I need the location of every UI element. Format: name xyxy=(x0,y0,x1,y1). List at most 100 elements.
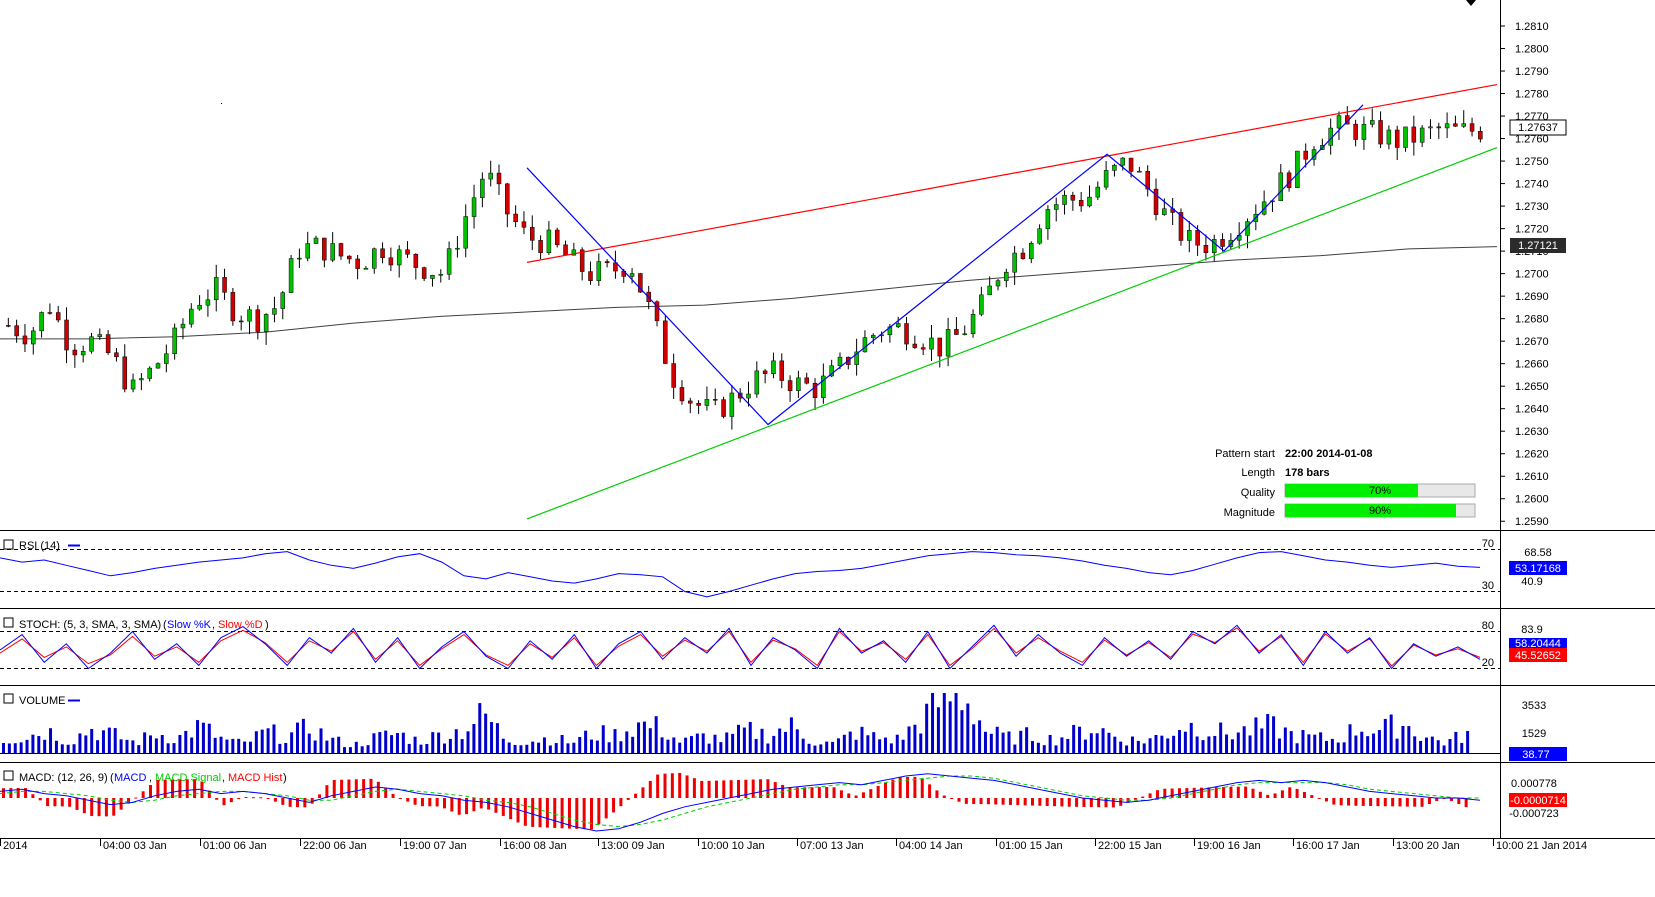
candle-body xyxy=(355,258,360,269)
macd-close-icon[interactable] xyxy=(3,770,14,781)
candle-body xyxy=(1336,115,1342,129)
volume-bar xyxy=(1036,742,1040,753)
candle-body xyxy=(538,240,543,253)
macd-hist-bar xyxy=(604,798,608,819)
volume-bar xyxy=(495,723,499,753)
macd-hist-bar xyxy=(839,790,843,798)
macd-hist-bar xyxy=(68,798,72,807)
volume-bar xyxy=(1407,726,1411,753)
macd-hist-bar xyxy=(707,780,711,798)
pattern-info: Pattern start 22:00 2014-01-08 Length 17… xyxy=(1215,448,1476,519)
macd-hist-bar xyxy=(391,793,395,798)
macd-hist-bar xyxy=(1155,790,1159,798)
volume-bar xyxy=(695,733,699,753)
macd-hist-bar xyxy=(362,779,366,798)
price-tick-label: 1.2610 xyxy=(1515,471,1549,483)
macd-hist-bar xyxy=(1273,793,1277,798)
volume-bar xyxy=(1007,731,1011,753)
candle-body xyxy=(771,360,776,374)
macd-hist-bar xyxy=(487,798,491,810)
price-tick-label: 1.2790 xyxy=(1515,66,1549,78)
macd-hist-bar xyxy=(957,798,961,802)
volume-title: VOLUME xyxy=(19,695,65,707)
price-tick-label: 1.2690 xyxy=(1515,291,1549,303)
rsi-close-icon[interactable] xyxy=(3,539,14,550)
time-tick-label: 01:00 06 Jan xyxy=(203,840,267,852)
candle-body xyxy=(139,378,144,381)
volume-bar xyxy=(713,734,717,753)
candle-body xyxy=(1029,243,1034,259)
macd-hist-bar xyxy=(1141,796,1145,798)
macd-hist-bar xyxy=(9,788,13,798)
candlesticks xyxy=(6,106,1483,430)
volume-bar xyxy=(884,737,887,753)
candle-body xyxy=(1162,208,1167,215)
candle-body xyxy=(1120,157,1125,166)
volume-bar xyxy=(854,739,858,753)
volume-bar xyxy=(1377,730,1381,753)
macd-hist-bar xyxy=(450,798,454,812)
length-label: Length xyxy=(1241,467,1275,479)
candle-body xyxy=(272,308,277,315)
volume-bar xyxy=(425,743,429,753)
macd-hist-bar xyxy=(406,798,410,802)
volume-bar xyxy=(578,736,582,753)
candle-body xyxy=(1403,126,1408,148)
ma-price-tag: 1.27121 xyxy=(1510,238,1566,253)
volume-bar xyxy=(1325,740,1328,753)
candle-body xyxy=(1461,123,1466,127)
candle-body xyxy=(596,261,602,281)
macd-hist-bar xyxy=(332,779,336,798)
macd-hist-bar xyxy=(641,787,645,798)
candle-body xyxy=(80,351,86,356)
macd-hist-bar xyxy=(413,798,417,805)
candle-body xyxy=(546,229,552,253)
stoch-close-icon[interactable] xyxy=(3,617,14,628)
volume-bar xyxy=(1389,714,1393,753)
candle-body xyxy=(438,274,444,276)
volume-bar xyxy=(1119,741,1123,753)
volume-close-icon[interactable] xyxy=(3,693,14,704)
candle-body xyxy=(1037,228,1042,244)
candle-body xyxy=(247,309,252,322)
price-tick-label: 1.2780 xyxy=(1515,89,1549,101)
candle-body xyxy=(6,325,11,327)
macd-hist-bar xyxy=(1435,798,1439,802)
volume-bar xyxy=(1266,714,1270,753)
macd-legend-macd: MACD xyxy=(114,772,146,784)
volume-bar xyxy=(113,728,117,753)
volume-bar xyxy=(960,710,964,753)
candle-body xyxy=(164,353,169,364)
macd-hist-bar xyxy=(744,779,748,798)
candle-body xyxy=(1220,239,1225,247)
volume-bar xyxy=(842,734,846,753)
candle-body xyxy=(796,377,801,392)
time-tick-label: 07:00 13 Jan xyxy=(800,840,864,852)
price-tick-label: 1.2740 xyxy=(1515,179,1549,191)
macd-hist-bar xyxy=(288,798,292,807)
macd-hist-bar xyxy=(1045,798,1049,807)
stoch-k-path xyxy=(0,624,1481,670)
volume-bar xyxy=(989,733,993,753)
volume-bar xyxy=(607,742,611,753)
macd-hist-bar xyxy=(259,797,263,799)
volume-bar xyxy=(719,742,723,753)
volume-bar xyxy=(196,720,200,753)
volume-bar xyxy=(107,727,111,753)
macd-sep-1: , xyxy=(149,772,152,784)
volume-bar xyxy=(213,737,217,753)
candle-body xyxy=(22,335,28,345)
volume-bar xyxy=(1413,736,1417,753)
volume-bar xyxy=(1195,736,1199,753)
volume-bar xyxy=(848,731,852,753)
macd-hist-bar xyxy=(1008,798,1012,805)
macd-hist-bar xyxy=(1457,798,1461,805)
macd-hist-bar xyxy=(428,798,432,807)
macd-hist-bar xyxy=(920,778,924,798)
macd-hist-bar xyxy=(531,798,535,827)
candle-body xyxy=(629,273,635,277)
volume-bar xyxy=(272,724,276,753)
time-tick-label: 19:00 07 Jan xyxy=(403,840,467,852)
macd-hist-bar xyxy=(1075,798,1079,807)
rsi-scale-low: 40.9 xyxy=(1521,576,1542,588)
